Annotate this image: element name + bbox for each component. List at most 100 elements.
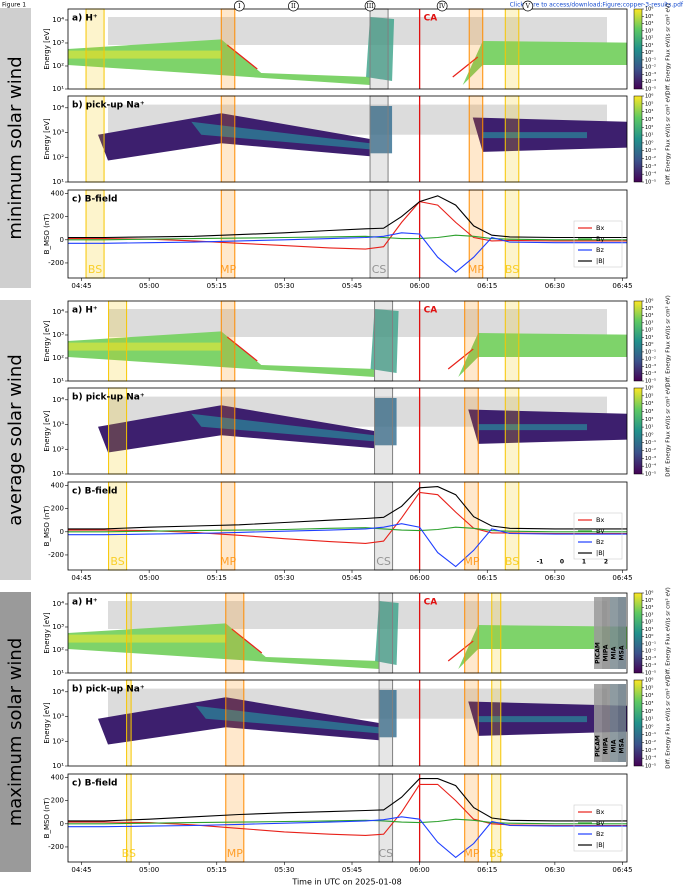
colorbar-tick-label: 10²: [645, 417, 653, 423]
colorbar-label: Diff. Energy Flux eV/(s sr cm² eV): [665, 295, 672, 387]
boundary-label: BS: [110, 555, 124, 568]
boundary-label: MP: [220, 555, 236, 568]
colorbar: [633, 387, 643, 475]
y-tick-label: 10¹: [52, 669, 64, 677]
colorbar-tick-label: 10⁻¹: [645, 641, 656, 647]
boundary-label: MP: [468, 263, 484, 276]
y-tick-label: 400: [51, 481, 64, 489]
roman-marker: [436, 0, 448, 12]
panel-label: c) B-field: [72, 195, 117, 205]
boundary-label: MP: [463, 555, 479, 568]
colorbar-tick-label: 10³: [645, 117, 653, 123]
download-link[interactable]: Click here to access/download;Figure;cop…: [510, 2, 684, 9]
colorbar: [633, 592, 643, 674]
y-axis-label: B_MSO (nT): [43, 213, 51, 254]
colorbar: [633, 95, 643, 183]
colorbar-tick-label: 10⁻²: [645, 65, 656, 71]
colorbar-tick-label: 10¹: [645, 627, 653, 633]
boundary-band: [225, 679, 245, 767]
colorbar-tick-label: 10³: [645, 320, 653, 326]
colorbar: [633, 679, 643, 767]
plot-background: [68, 482, 627, 570]
colorbar-tick-label: 10⁶: [645, 7, 653, 13]
group-title: average solar wind: [5, 354, 26, 526]
boundary-band: [468, 95, 484, 183]
flux-region: [195, 705, 380, 734]
y-tick-label: 10²: [52, 445, 64, 453]
colorbar-tick-label: 10³: [645, 612, 653, 618]
colorbar-tick-label: 10⁻²: [645, 448, 656, 454]
colorbar-tick-label: 10⁴: [645, 401, 653, 407]
boundary-label: MP: [220, 263, 236, 276]
boundary-band: [374, 387, 394, 475]
boundary-band: [464, 300, 479, 382]
group-box: [0, 300, 31, 580]
colorbar-tick-label: 10⁻¹: [645, 349, 656, 355]
roman-marker: [288, 0, 299, 12]
flux-core: [68, 342, 222, 351]
flux-core: [68, 634, 226, 643]
ca-label: CA: [424, 14, 438, 24]
boundary-label: BS: [122, 847, 136, 860]
y-tick-label: 10¹: [52, 377, 64, 385]
colorbar-tick-label: 10⁻³: [645, 72, 656, 78]
x-tick-label: 06:00: [410, 866, 430, 874]
y-tick-label: 10³: [52, 421, 64, 429]
plot-frame: [67, 300, 628, 382]
x-tick-label: 06:00: [410, 282, 430, 290]
legend-label: Bx: [596, 224, 604, 232]
colorbar-tick-label: 10⁻⁴: [645, 172, 656, 178]
y-axis-label: Energy [eV]: [43, 118, 51, 160]
y-tick-label: -200: [48, 259, 64, 267]
plot-frame: [67, 773, 628, 863]
instrument-label: MIA: [611, 739, 618, 752]
colorbar-tick-label: 10⁻⁵: [645, 379, 656, 385]
colorbar: [633, 300, 643, 382]
trend-line: [447, 640, 474, 662]
boundary-label: BS: [505, 263, 519, 276]
y-tick-label: 10¹: [52, 762, 64, 770]
legend-label: Bz: [596, 246, 604, 254]
colorbar-tick-label: 10⁻¹: [645, 732, 656, 738]
panel-label: b) pick-up Na⁺: [72, 685, 145, 695]
boundary-label: BS: [88, 263, 102, 276]
x-tick-label: 05:45: [342, 282, 362, 290]
x-tick-label: 06:15: [477, 574, 497, 582]
colorbar-tick-label: 10⁻¹: [645, 57, 656, 63]
roman-label: I: [238, 3, 241, 10]
y-tick-label: -200: [48, 843, 64, 851]
roman-label: II: [291, 3, 296, 10]
x-tick-label: 05:00: [139, 282, 159, 290]
b-line: [68, 486, 627, 530]
x-tick-label: 05:45: [342, 866, 362, 874]
flux-region: [374, 398, 397, 446]
boundary-band: [491, 592, 502, 674]
instrument-label: MIPA: [603, 737, 610, 754]
colorbar-tick-label: 10⁴: [645, 693, 653, 699]
legend-label: |B|: [596, 257, 605, 265]
colorbar-tick-label: 10⁻³: [645, 164, 656, 170]
x-tick-label: 06:30: [545, 866, 565, 874]
y-tick-label: 400: [51, 189, 64, 197]
x-tick-label: 05:30: [274, 574, 294, 582]
b-line: [68, 816, 627, 859]
y-tick-label: 10⁴: [52, 16, 64, 24]
b-line: [68, 526, 627, 533]
x-tick-label: 05:00: [139, 574, 159, 582]
colorbar-label: Diff. Energy Flux eV/(s sr cm² eV): [665, 385, 672, 477]
boundary-band: [491, 679, 502, 767]
y-tick-label: 10³: [52, 39, 64, 47]
y-tick-label: 0: [60, 236, 64, 244]
boundary-label: BS: [489, 847, 503, 860]
x-tick-label: 06:45: [612, 574, 632, 582]
y-tick-label: 10⁴: [52, 396, 64, 404]
flux-region: [370, 309, 399, 373]
y-tick-label: 10²: [52, 62, 64, 70]
roman-marker: [233, 0, 245, 12]
y-axis-label: B_MSO (nT): [43, 505, 51, 546]
trend-line: [231, 628, 263, 654]
legend-frame: [573, 804, 623, 852]
flux-region: [191, 121, 371, 150]
legend-label: Bz: [596, 538, 604, 546]
